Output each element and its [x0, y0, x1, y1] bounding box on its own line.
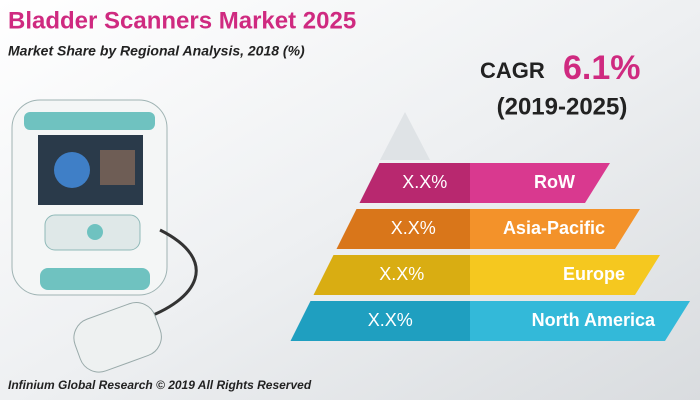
tier-banner	[470, 163, 610, 203]
screen-image	[100, 150, 135, 185]
cagr-label: CAGR	[480, 58, 545, 83]
tier-share: X.X%	[368, 310, 413, 330]
tier-left	[290, 301, 470, 341]
tier-region: Asia-Pacific	[503, 218, 605, 238]
tier-share: X.X%	[379, 264, 424, 284]
tier-left	[313, 255, 470, 295]
pyramid-apex	[380, 112, 430, 160]
tier-left	[359, 163, 470, 203]
title: Bladder Scanners Market 2025	[8, 7, 356, 34]
tier-region: North America	[532, 310, 656, 330]
pyramid: X.X% RoW X.X% Asia-Pacific X.X% Europe X.X% Nor…	[290, 163, 690, 341]
device-top	[24, 112, 155, 130]
tier-share: X.X%	[402, 172, 447, 192]
device-base	[40, 268, 150, 290]
cagr-value: 6.1%	[563, 49, 641, 87]
subtitle: Market Share by Regional Analysis, 2018 …	[8, 43, 305, 59]
footer: Infinium Global Research © 2019 All Righ…	[8, 378, 312, 392]
device-button	[87, 224, 103, 240]
cagr-period: (2019-2025)	[497, 93, 628, 120]
probe	[73, 302, 162, 373]
tier-left	[336, 209, 470, 249]
tier-banner	[470, 301, 690, 341]
tier-banner	[470, 209, 640, 249]
device-illustration	[11, 99, 198, 373]
probe-cable	[139, 228, 198, 322]
screen-target	[54, 152, 90, 188]
tier-share: X.X%	[391, 218, 436, 238]
tier-region: Europe	[563, 264, 625, 284]
tier-region: RoW	[534, 172, 575, 192]
tier-banner	[470, 255, 660, 295]
